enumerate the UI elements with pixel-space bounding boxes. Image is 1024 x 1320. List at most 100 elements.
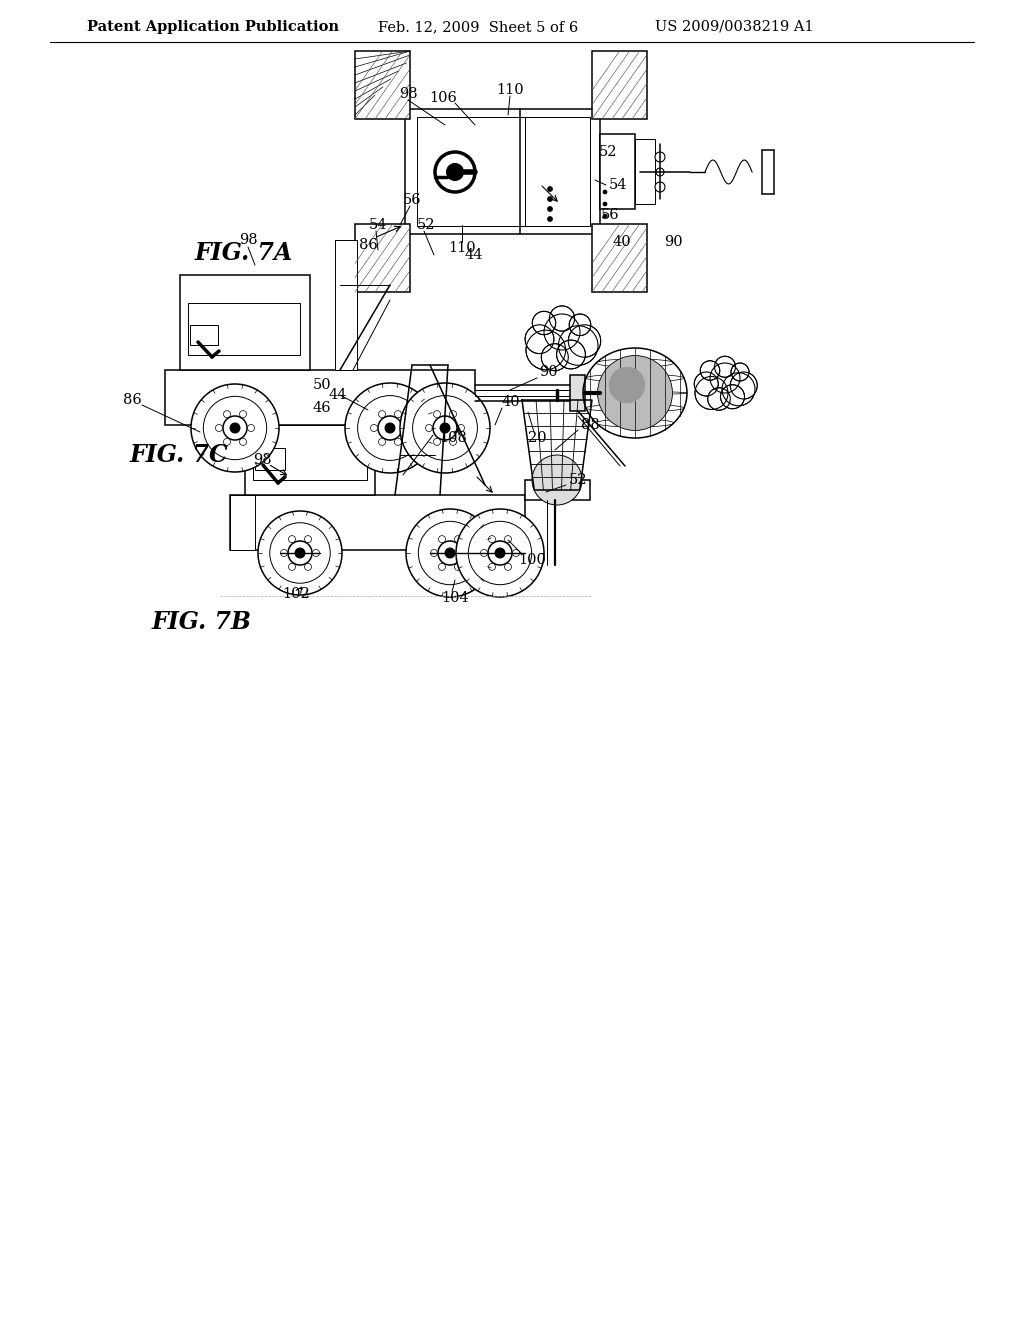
Circle shape xyxy=(544,314,580,350)
Bar xyxy=(592,224,647,292)
Circle shape xyxy=(304,536,311,543)
Text: 90: 90 xyxy=(664,235,682,249)
Circle shape xyxy=(223,416,247,440)
Circle shape xyxy=(345,383,435,473)
Bar xyxy=(592,51,647,119)
Circle shape xyxy=(569,314,591,335)
Circle shape xyxy=(722,372,755,405)
Circle shape xyxy=(548,216,553,222)
Bar xyxy=(253,425,367,480)
Circle shape xyxy=(230,422,240,433)
Circle shape xyxy=(394,411,401,417)
Text: 88: 88 xyxy=(581,418,599,432)
Circle shape xyxy=(548,197,553,202)
Circle shape xyxy=(694,372,718,396)
Text: 102: 102 xyxy=(283,587,310,601)
Circle shape xyxy=(400,383,490,473)
Circle shape xyxy=(248,425,255,432)
Circle shape xyxy=(379,411,385,417)
Circle shape xyxy=(371,425,378,432)
Text: 108: 108 xyxy=(439,432,467,445)
Circle shape xyxy=(655,152,665,162)
Bar xyxy=(525,117,590,226)
Text: 50: 50 xyxy=(312,378,332,392)
Circle shape xyxy=(304,564,311,570)
Bar xyxy=(255,447,285,470)
Bar xyxy=(417,117,532,226)
Text: 46: 46 xyxy=(312,401,332,414)
Text: 44: 44 xyxy=(465,248,483,261)
Text: US 2009/0038219 A1: US 2009/0038219 A1 xyxy=(655,20,814,34)
Text: 54: 54 xyxy=(608,178,628,191)
Circle shape xyxy=(715,356,735,378)
Text: 44: 44 xyxy=(329,388,347,403)
Circle shape xyxy=(433,416,457,440)
Circle shape xyxy=(433,411,440,417)
Circle shape xyxy=(695,376,728,409)
Text: 110: 110 xyxy=(449,242,476,255)
Bar xyxy=(180,275,310,370)
Text: FIG. 7C: FIG. 7C xyxy=(130,444,228,467)
Circle shape xyxy=(394,438,401,445)
Text: 52: 52 xyxy=(568,473,587,487)
Bar xyxy=(245,395,375,495)
Circle shape xyxy=(542,343,568,371)
Circle shape xyxy=(708,388,730,411)
Circle shape xyxy=(488,564,496,570)
Text: 56: 56 xyxy=(402,193,421,207)
Bar xyxy=(230,495,255,550)
Text: 100: 100 xyxy=(518,553,546,568)
Circle shape xyxy=(406,510,494,597)
Circle shape xyxy=(450,411,457,417)
Circle shape xyxy=(550,306,574,331)
Circle shape xyxy=(512,549,519,557)
Circle shape xyxy=(525,325,554,354)
Circle shape xyxy=(413,396,477,461)
Text: Patent Application Publication: Patent Application Publication xyxy=(87,20,339,34)
Text: 110: 110 xyxy=(497,83,524,96)
Circle shape xyxy=(468,521,531,585)
Circle shape xyxy=(557,341,586,368)
Circle shape xyxy=(223,411,230,417)
Bar xyxy=(165,370,475,425)
Bar xyxy=(230,495,525,550)
Circle shape xyxy=(426,425,432,432)
Bar xyxy=(335,240,357,370)
Circle shape xyxy=(357,396,422,461)
Circle shape xyxy=(700,360,720,380)
Bar xyxy=(525,480,590,500)
Text: 98: 98 xyxy=(253,453,271,467)
Circle shape xyxy=(488,536,496,543)
Circle shape xyxy=(438,541,462,565)
Circle shape xyxy=(402,425,410,432)
Circle shape xyxy=(731,363,749,381)
Bar xyxy=(406,110,600,234)
Circle shape xyxy=(548,186,553,191)
Circle shape xyxy=(430,549,437,557)
Text: 54: 54 xyxy=(369,218,387,232)
Circle shape xyxy=(456,510,544,597)
Circle shape xyxy=(435,152,475,191)
Text: 52: 52 xyxy=(599,145,617,158)
Circle shape xyxy=(730,372,758,399)
Text: 90: 90 xyxy=(539,366,557,379)
Bar xyxy=(635,139,655,205)
Circle shape xyxy=(480,549,487,557)
Circle shape xyxy=(445,548,455,558)
Circle shape xyxy=(548,206,553,211)
Circle shape xyxy=(419,521,481,585)
Bar xyxy=(188,304,300,355)
Bar xyxy=(762,150,774,194)
Circle shape xyxy=(215,425,222,432)
Circle shape xyxy=(240,438,247,445)
Circle shape xyxy=(458,425,465,432)
Text: 40: 40 xyxy=(612,235,632,249)
Text: 98: 98 xyxy=(239,234,257,247)
Circle shape xyxy=(603,202,607,206)
Circle shape xyxy=(505,564,512,570)
Circle shape xyxy=(603,190,607,194)
Circle shape xyxy=(450,438,457,445)
Text: FIG. 7B: FIG. 7B xyxy=(152,610,252,634)
Circle shape xyxy=(223,438,230,445)
Circle shape xyxy=(258,511,342,595)
